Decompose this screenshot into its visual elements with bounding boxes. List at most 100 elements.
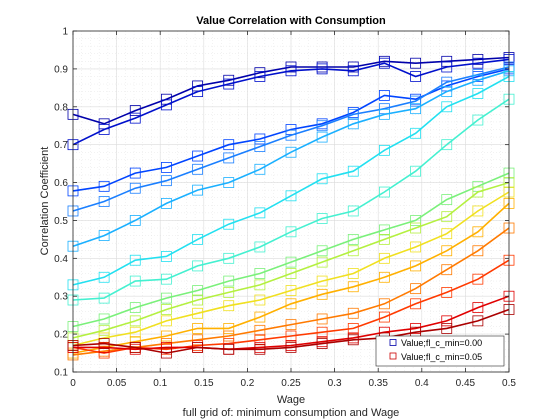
data-point <box>192 285 204 296</box>
data-point <box>129 315 141 327</box>
data-point <box>192 307 204 319</box>
data-point <box>441 245 453 257</box>
data-point <box>472 245 484 257</box>
data-point <box>316 256 328 268</box>
data-point <box>316 313 328 325</box>
series-line <box>72 68 510 192</box>
series-s7 <box>67 93 515 306</box>
legend-marker-0 <box>389 339 397 346</box>
data-point <box>192 294 204 306</box>
data-point <box>192 323 204 334</box>
y-tick-label: 0.5 <box>54 216 68 227</box>
data-point <box>254 279 266 291</box>
data-point <box>160 175 172 187</box>
data-point <box>347 233 359 245</box>
data-point <box>441 139 453 151</box>
data-point <box>410 298 422 310</box>
series-line <box>72 58 510 146</box>
data-point <box>347 245 359 257</box>
data-point <box>378 57 390 69</box>
data-point <box>254 268 266 279</box>
data-point <box>254 71 266 82</box>
data-point <box>129 182 141 194</box>
data-point <box>129 302 141 313</box>
data-point <box>254 294 266 306</box>
data-point <box>254 133 266 145</box>
data-point <box>472 57 484 69</box>
data-point <box>223 275 235 287</box>
data-point <box>223 300 235 312</box>
data-point <box>378 252 390 264</box>
data-point <box>285 268 297 279</box>
data-point <box>160 161 172 173</box>
data-point <box>160 292 172 304</box>
footer-label: full grid of: minimum consumption and Wa… <box>183 407 400 419</box>
data-point <box>347 118 359 130</box>
series-line <box>72 308 510 354</box>
data-point <box>285 330 297 342</box>
y-tick-label: 0.6 <box>54 178 68 189</box>
series-group <box>67 52 515 361</box>
grid <box>72 30 510 373</box>
data-point <box>410 103 422 115</box>
data-point <box>285 65 297 77</box>
data-point <box>192 184 204 196</box>
series-line <box>72 70 510 247</box>
data-point <box>410 71 422 82</box>
data-point <box>98 338 110 349</box>
data-point <box>441 287 453 298</box>
data-point <box>254 343 266 355</box>
data-point <box>223 330 235 342</box>
data-point <box>160 99 172 111</box>
data-point <box>285 190 297 202</box>
data-point <box>285 285 297 296</box>
y-axis-label: Correlation Coefficient <box>39 147 51 256</box>
data-point <box>347 108 359 120</box>
data-point <box>378 108 390 120</box>
data-point <box>441 228 453 240</box>
data-point <box>192 86 204 98</box>
data-point <box>160 197 172 209</box>
data-point <box>192 150 204 162</box>
series-s15 <box>67 304 515 359</box>
data-point <box>285 319 297 331</box>
data-point <box>347 281 359 293</box>
data-point <box>441 315 453 327</box>
y-tick-label: 0.1 <box>54 368 68 379</box>
y-tick-label: 0.8 <box>54 102 68 113</box>
data-point <box>441 264 453 276</box>
data-point <box>347 65 359 77</box>
data-point <box>378 233 390 245</box>
y-tick-label: 0.4 <box>54 254 68 265</box>
data-point <box>378 271 390 283</box>
data-point <box>316 338 328 349</box>
legend-box <box>375 335 505 367</box>
data-point <box>254 334 266 346</box>
series-line <box>72 181 510 339</box>
y-tick-label: 1 <box>62 27 68 38</box>
data-point <box>223 343 235 355</box>
y-tick-label: 0.3 <box>54 292 68 303</box>
x-tick-label: 0 <box>70 378 76 389</box>
data-point <box>129 167 141 179</box>
data-point <box>129 341 141 353</box>
data-point <box>160 330 172 342</box>
data-point <box>285 226 297 238</box>
data-point <box>223 78 235 90</box>
data-point <box>410 127 422 139</box>
data-point <box>316 120 328 132</box>
data-point <box>98 324 110 336</box>
data-point <box>316 173 328 185</box>
series-line <box>72 98 510 301</box>
data-point <box>347 307 359 319</box>
data-point <box>441 101 453 113</box>
data-point <box>98 313 110 325</box>
x-tick-label: 0.5 <box>502 378 516 389</box>
series-line <box>72 66 510 212</box>
data-point <box>223 323 235 334</box>
legend: Value;fl_c_min=0.00 Value;fl_c_min=0.05 <box>375 335 505 367</box>
data-point <box>410 222 422 234</box>
x-tick-label: 0.3 <box>328 378 342 389</box>
data-point <box>316 326 328 338</box>
data-point <box>441 86 453 98</box>
